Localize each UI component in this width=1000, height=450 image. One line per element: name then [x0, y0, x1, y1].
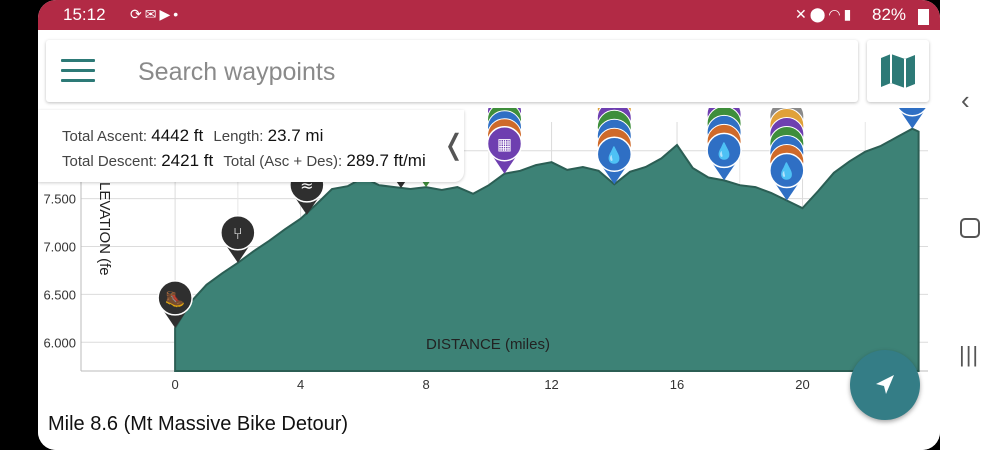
length-label: Length:	[213, 128, 264, 145]
youtube-icon: ▶	[159, 6, 174, 22]
total-ascent-label: Total Ascent:	[62, 128, 148, 145]
notification-icons: ⟳✉▶•	[130, 6, 181, 23]
x-axis-label: DISTANCE (miles)	[426, 336, 550, 353]
x-tick-label: 16	[670, 377, 684, 392]
x-tick-label: 4	[297, 377, 304, 392]
water-icon[interactable]: 💧	[706, 132, 742, 181]
gmail-icon: ✉	[144, 6, 160, 22]
stats-row-2: Total Descent: 2421 ft Total (Asc + Des)…	[62, 151, 426, 171]
svg-text:💧: 💧	[714, 141, 734, 160]
hiker-icon[interactable]: 🥾	[157, 280, 193, 328]
system-nav-bar: ‹ |||	[940, 0, 1000, 450]
back-chevron-icon[interactable]: ‹	[961, 85, 970, 115]
dot-icon: •	[173, 6, 182, 22]
map-icon	[881, 54, 915, 88]
svg-text:💧: 💧	[902, 108, 922, 109]
water-icon[interactable]: 💧	[769, 152, 805, 201]
search-input[interactable]	[136, 52, 840, 92]
recents-icon[interactable]: |||	[959, 342, 980, 367]
navigation-arrow-icon	[876, 375, 894, 394]
svg-text:💧: 💧	[604, 145, 624, 164]
total-ascent-value: 4442 ft	[151, 126, 204, 145]
y-tick-label: 6.500	[43, 287, 76, 302]
length-value: 23.7 mi	[267, 126, 324, 145]
x-tick-label: 12	[544, 377, 558, 392]
status-bar: 15:12 ⟳✉▶• ✕⬤◠▮ 82%	[38, 0, 940, 30]
x-axis-ticks: 0 4 8 12 16 20	[171, 377, 809, 392]
wifi-icon: ◠	[828, 6, 844, 22]
selected-waypoint-title: Mile 8.6 (Mt Massive Bike Detour)	[48, 413, 349, 435]
battery-percent: 82%	[872, 5, 907, 24]
map-button[interactable]	[867, 40, 929, 102]
app-screen: 15:12 ⟳✉▶• ✕⬤◠▮ 82% 6.000 6.500 7.000 7.500…	[38, 0, 940, 450]
x-tick-label: 8	[422, 377, 429, 392]
battery-icon	[918, 9, 929, 25]
selected-waypoint-bar[interactable]: Mile 8.6 (Mt Massive Bike Detour)	[38, 398, 940, 450]
water-icon[interactable]: 💧	[596, 136, 633, 185]
town-icon[interactable]: ▦	[486, 125, 523, 174]
water-icon[interactable]: 💧	[895, 108, 929, 129]
status-time: 15:12	[63, 5, 106, 24]
y-axis-label: ELEVATION (fe	[96, 172, 113, 276]
signal-icon: ▮	[843, 6, 855, 22]
total-descent-label: Total Descent:	[62, 153, 158, 170]
location-icon: ⬤	[809, 6, 829, 22]
total-asc-des-label: Total (Asc + Des):	[223, 153, 343, 170]
y-tick-label: 7.500	[43, 192, 76, 207]
hamburger-icon[interactable]	[61, 59, 95, 83]
system-icons: ✕⬤◠▮	[795, 6, 854, 23]
route-stats-panel: Total Ascent: 4442 ft Length: 23.7 mi To…	[38, 110, 466, 182]
fork-icon[interactable]: ⑂	[220, 215, 256, 263]
svg-text:▦: ▦	[497, 135, 512, 154]
svg-text:🥾: 🥾	[165, 289, 185, 308]
total-asc-des-value: 289.7 ft/mi	[346, 151, 426, 170]
navigate-button[interactable]	[850, 350, 920, 420]
svg-text:💧: 💧	[777, 162, 797, 181]
search-bar	[46, 40, 858, 102]
y-tick-label: 7.000	[43, 240, 76, 255]
stats-row-1: Total Ascent: 4442 ft Length: 23.7 mi	[62, 126, 323, 146]
x-tick-label: 20	[795, 377, 809, 392]
total-descent-value: 2421 ft	[161, 151, 214, 170]
mute-icon: ✕	[795, 6, 810, 22]
chevron-left-icon[interactable]: ❬	[442, 129, 466, 160]
home-square-icon[interactable]	[960, 218, 980, 238]
sync-icon: ⟳	[130, 6, 145, 22]
y-tick-label: 6.000	[43, 335, 76, 350]
x-tick-label: 0	[171, 377, 178, 392]
svg-text:⑂: ⑂	[233, 224, 243, 243]
elevation-area	[174, 127, 920, 372]
